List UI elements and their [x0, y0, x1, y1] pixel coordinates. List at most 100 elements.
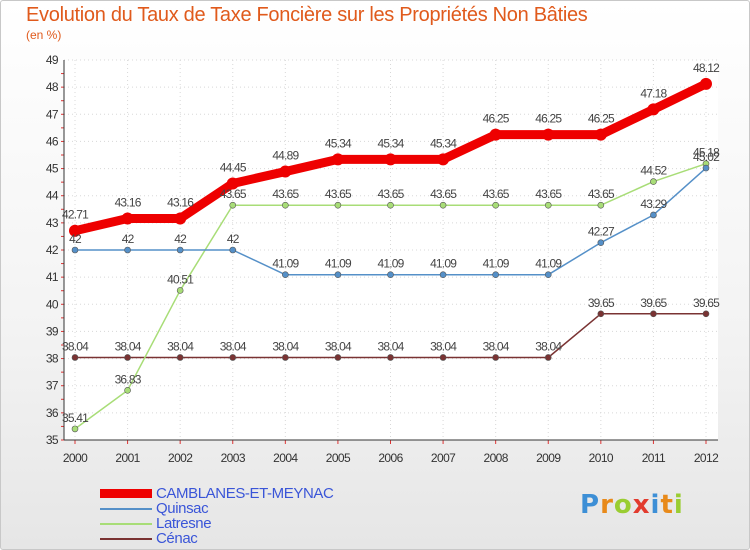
data-point — [594, 128, 607, 141]
data-label: 43.65 — [483, 187, 510, 201]
x-tick-label: 2009 — [536, 451, 561, 465]
y-tick-label: 38 — [46, 352, 59, 366]
data-label: 43.65 — [430, 187, 457, 201]
data-point — [121, 212, 134, 225]
data-label: 44.52 — [640, 164, 667, 178]
data-point — [229, 201, 237, 209]
data-label: 41.09 — [483, 257, 510, 271]
data-label: 35.41 — [62, 411, 89, 425]
y-tick-label: 49 — [46, 53, 59, 67]
data-label: 39.65 — [588, 296, 615, 310]
data-label: 43.65 — [588, 187, 615, 201]
data-point — [700, 77, 712, 90]
logo-letter: i — [650, 490, 661, 520]
data-point — [384, 153, 397, 166]
x-tick-label: 2003 — [221, 451, 246, 465]
data-label: 38.04 — [272, 339, 299, 353]
data-point — [229, 354, 237, 361]
data-point — [439, 354, 447, 361]
legend-item: CAMBLANES-ET-MEYNAC — [100, 485, 334, 502]
logo-letter: t — [660, 490, 674, 520]
data-point — [597, 310, 605, 318]
data-label: 38.04 — [115, 339, 142, 353]
data-point — [597, 239, 605, 246]
data-label: 43.65 — [325, 187, 352, 201]
data-label: 38.04 — [220, 339, 247, 353]
data-label: 40.51 — [167, 272, 194, 286]
data-point — [226, 177, 239, 190]
data-label: 41.09 — [272, 257, 299, 271]
data-point — [71, 246, 79, 254]
x-tick-label: 2000 — [63, 451, 88, 465]
legend-swatch-camblanes — [100, 489, 152, 498]
data-point — [124, 246, 131, 254]
legend-swatch-quinsac — [100, 507, 152, 510]
data-label: 41.09 — [377, 257, 404, 271]
x-tick-label: 2008 — [484, 451, 509, 465]
data-point — [492, 201, 499, 209]
legend-label: Latresne — [156, 515, 212, 532]
data-point — [334, 271, 342, 279]
legend-label: Quinsac — [156, 500, 209, 517]
data-point — [439, 271, 447, 279]
legend-label: CAMBLANES-ET-MEYNAC — [156, 485, 334, 502]
data-point — [279, 165, 292, 178]
data-label: 46.25 — [535, 112, 562, 126]
data-label: 38.04 — [167, 339, 194, 353]
data-label: 42.27 — [588, 225, 615, 239]
y-tick-label: 39 — [46, 324, 59, 338]
data-label: 43.29 — [640, 197, 667, 211]
legend: CAMBLANES-ET-MEYNAC Quinsac Latresne Cén… — [100, 485, 334, 546]
data-label: 39.65 — [693, 296, 720, 310]
y-tick-label: 45 — [46, 162, 59, 176]
data-point — [229, 246, 237, 254]
data-label: 41.09 — [325, 257, 352, 271]
data-label: 38.04 — [483, 339, 510, 353]
data-label: 42 — [227, 232, 240, 246]
logo-letter: r — [600, 490, 614, 520]
x-tick-label: 2007 — [431, 451, 456, 465]
y-tick-label: 43 — [46, 216, 59, 230]
legend-swatch-cenac — [100, 537, 152, 540]
logo-letter: x — [632, 490, 651, 520]
proxiti-logo: Proxiti — [580, 490, 684, 520]
data-point — [544, 354, 552, 361]
y-tick-label: 44 — [46, 189, 59, 203]
legend-item: Latresne — [100, 516, 333, 531]
data-point — [542, 128, 555, 141]
data-point — [437, 153, 450, 166]
legend-label: Cénac — [156, 530, 198, 547]
chart-subtitle: (en %) — [26, 28, 62, 42]
data-point — [282, 271, 289, 279]
data-point — [71, 354, 79, 361]
data-label: 41.09 — [430, 257, 457, 271]
data-point — [387, 201, 394, 209]
data-point — [650, 310, 657, 318]
data-label: 36.83 — [115, 372, 142, 386]
data-label: 44.45 — [220, 161, 247, 175]
y-tick-label: 47 — [46, 107, 59, 121]
legend-item: Cénac — [100, 531, 333, 546]
x-tick-label: 2005 — [326, 451, 351, 465]
data-point — [71, 425, 79, 433]
data-point — [597, 201, 605, 209]
data-point — [124, 387, 131, 394]
data-point — [387, 354, 394, 361]
data-point — [176, 354, 184, 361]
data-point — [174, 212, 187, 225]
data-point — [282, 354, 289, 361]
data-point — [544, 201, 552, 209]
data-label: 39.65 — [640, 296, 667, 310]
logo-letter: o — [613, 490, 633, 520]
data-point — [544, 271, 552, 279]
y-tick-label: 37 — [46, 379, 59, 393]
data-label: 43.65 — [535, 187, 562, 201]
data-label: 43.65 — [377, 187, 404, 201]
data-label: 45.02 — [693, 150, 720, 164]
data-label: 43.65 — [272, 187, 299, 201]
data-label: 45.34 — [325, 136, 352, 150]
y-tick-label: 46 — [46, 134, 59, 148]
y-tick-label: 42 — [46, 243, 59, 257]
data-point — [331, 153, 344, 166]
